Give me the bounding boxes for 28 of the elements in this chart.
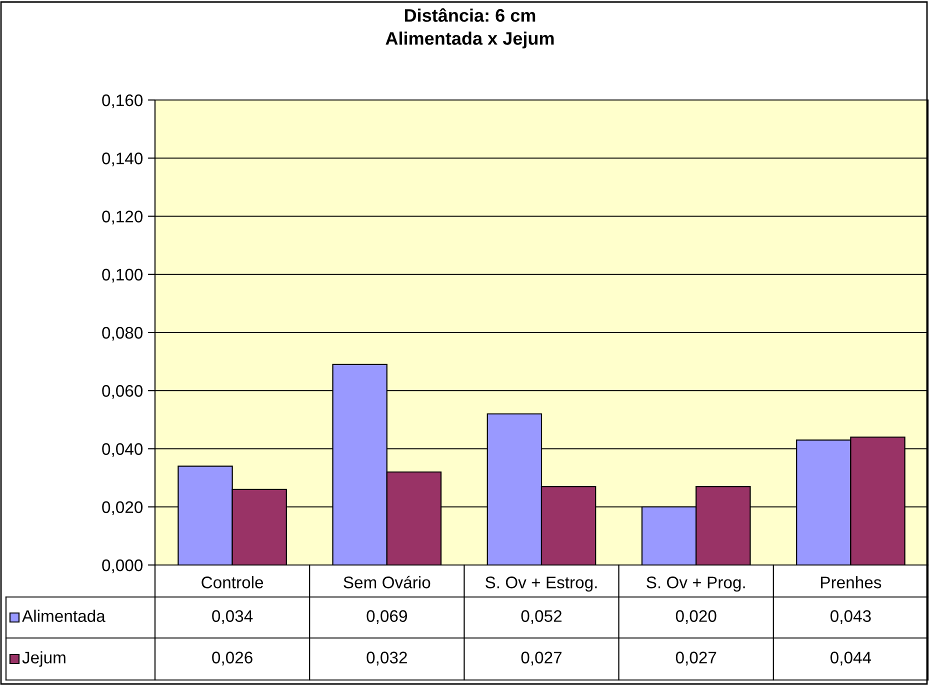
data-label: 0,027: [521, 652, 562, 666]
x-tick-label: S. Ov + Estrog.: [486, 576, 597, 592]
chart-title: Distância: 6 cm: [404, 8, 536, 22]
y-tick-label: 0,140: [102, 152, 143, 166]
x-tick-label: S. Ov + Prog.: [646, 576, 745, 592]
y-tick-label: 0,120: [102, 210, 143, 224]
data-label: 0,052: [521, 610, 562, 624]
y-tick-label: 0,100: [102, 268, 143, 283]
x-tick-label: Prenhes: [821, 576, 882, 588]
data-label: 0,027: [676, 652, 716, 666]
y-tick-label: 0,060: [102, 385, 143, 399]
y-tick-label: 0,160: [102, 94, 143, 108]
chart-subtitle: Alimentada x Jejum: [386, 32, 554, 48]
x-tick-label: Controle: [202, 576, 264, 588]
data-label: 0,043: [830, 610, 871, 624]
data-label: 0,069: [366, 610, 407, 624]
x-tick-label: Sem Ovário: [344, 576, 430, 588]
legend-label: Jejum: [22, 651, 66, 667]
y-tick-label: 0,000: [102, 559, 143, 574]
data-label: 0,026: [212, 652, 252, 666]
y-tick-label: 0,020: [102, 501, 143, 516]
data-label: 0,032: [366, 652, 407, 666]
y-tick-label: 0,080: [102, 326, 143, 341]
data-label: 0,034: [212, 610, 253, 624]
y-tick-label: 0,040: [102, 443, 143, 457]
data-label: 0,020: [676, 610, 716, 624]
legend-label: Alimentada: [22, 610, 106, 622]
data-label: 0,044: [830, 652, 872, 666]
